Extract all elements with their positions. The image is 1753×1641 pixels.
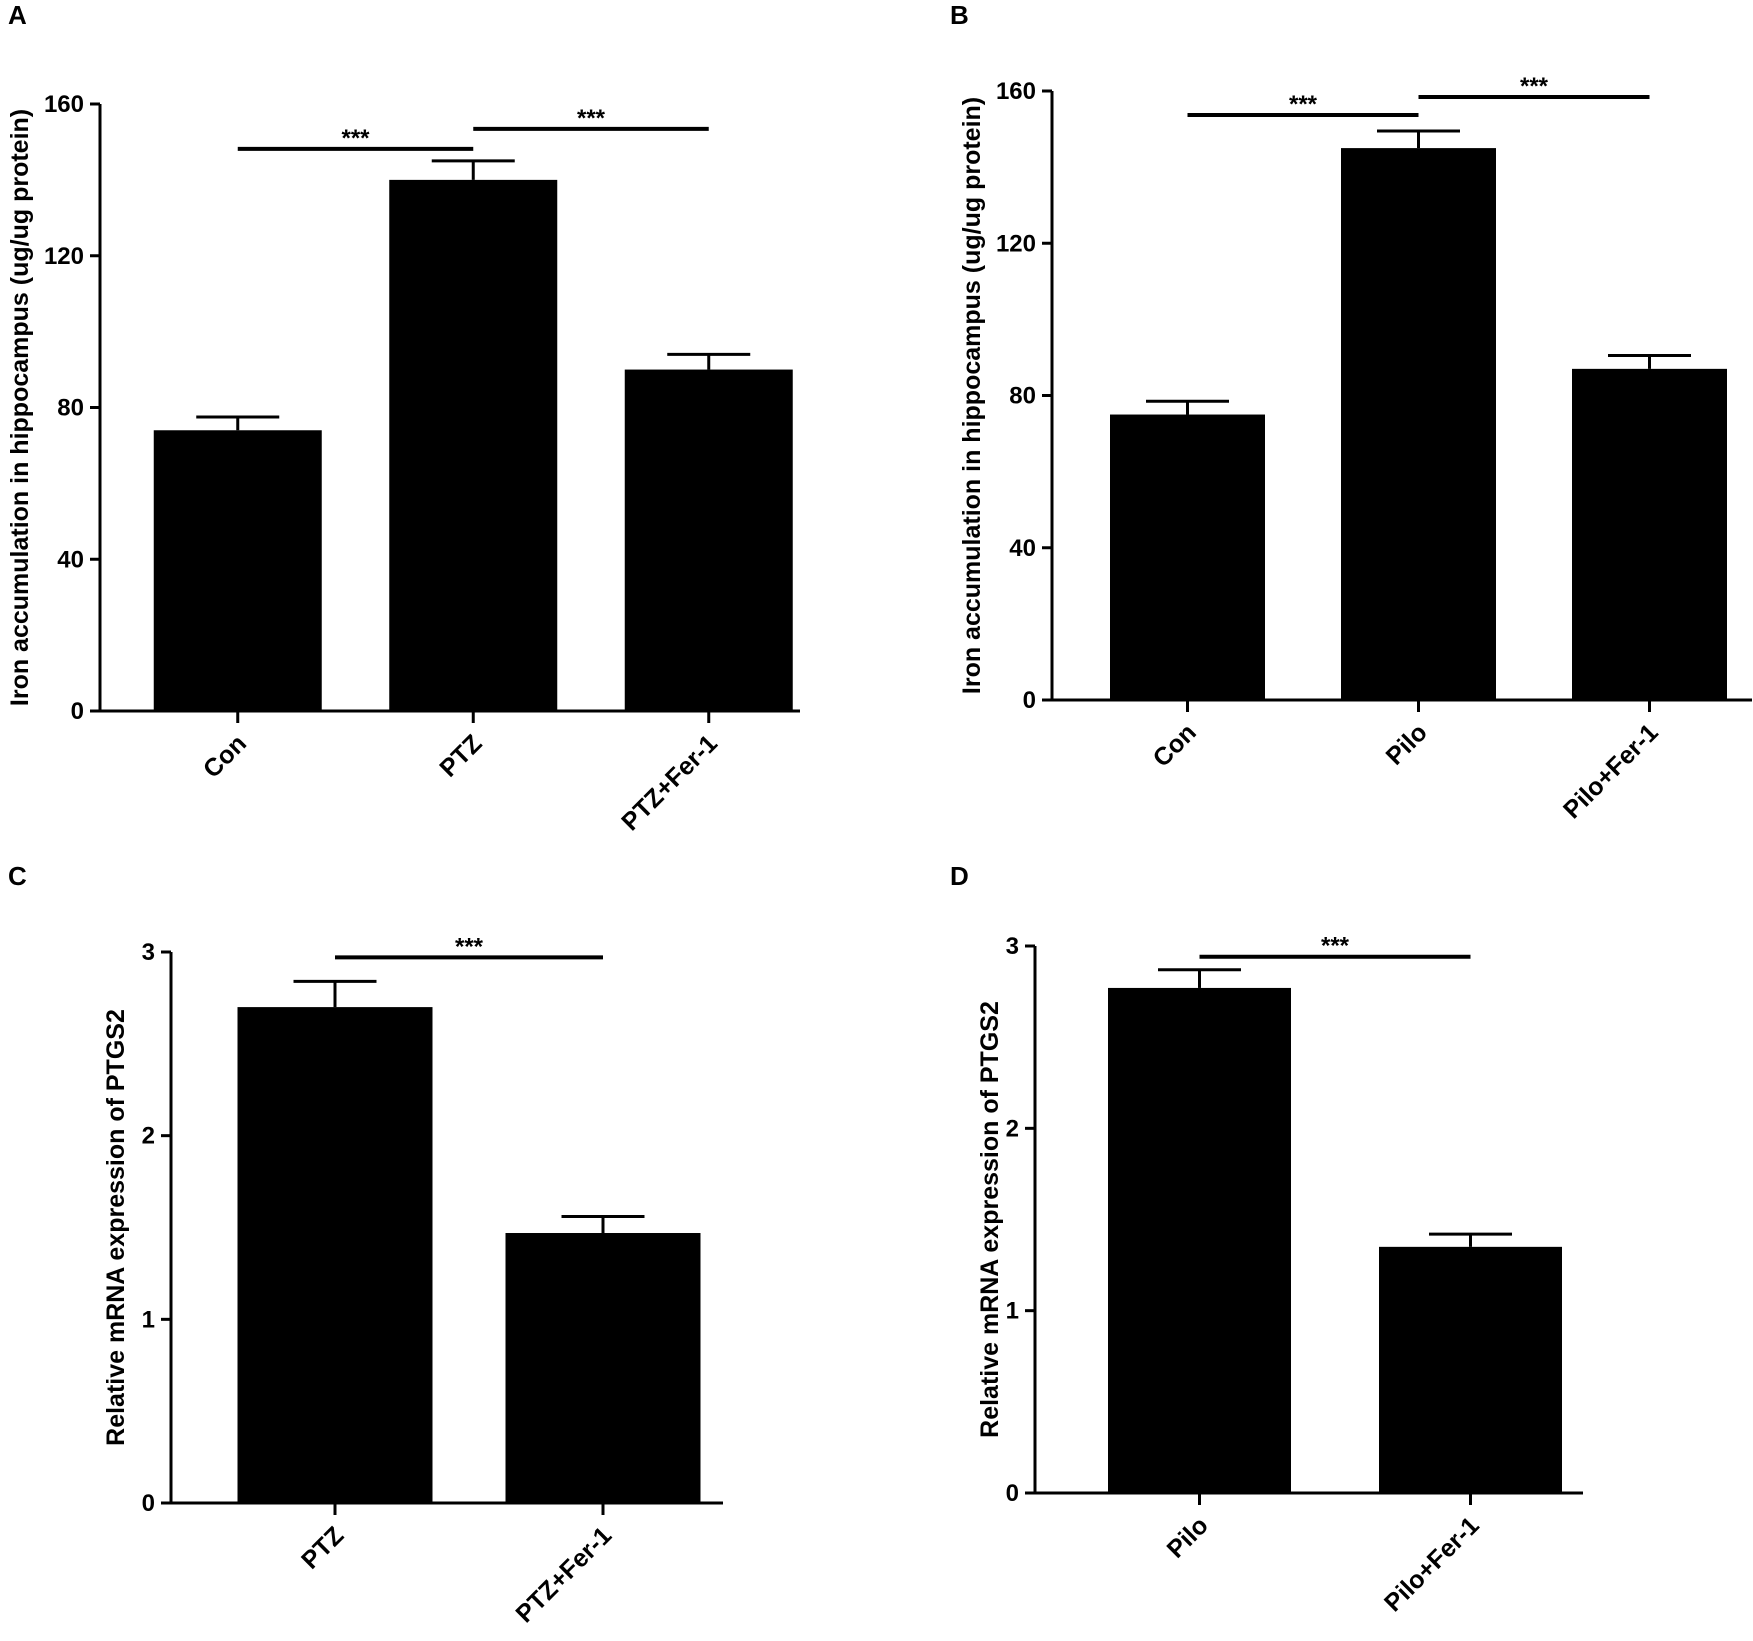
panel-d-category-label: Pilo+Fer-1: [1379, 1511, 1485, 1617]
panel-c-bar: [237, 1007, 433, 1503]
panel-d-y-tick-label: 3: [1006, 933, 1019, 960]
panel-b-y-tick-label: 160: [996, 78, 1036, 105]
panel-d-category-label: Pilo: [1162, 1511, 1214, 1563]
panel-c-y-tick-label: 3: [142, 939, 155, 966]
panel-c-category-label: PTZ+Fer-1: [511, 1521, 618, 1628]
panel-b-significance-label: ***: [1289, 91, 1318, 118]
panel-a-category-label: Con: [198, 729, 252, 783]
panel-a-category-label: PTZ: [434, 729, 487, 782]
panel-c-category-label: PTZ: [296, 1521, 349, 1574]
panel-b-bar: [1341, 148, 1496, 700]
panel-b-category-label: Con: [1148, 718, 1202, 772]
panel-c-y-axis-title: Relative mRNA expression of PTGS2: [102, 1009, 130, 1446]
panel-d-bar: [1379, 1246, 1562, 1493]
panel-b-significance-label: ***: [1520, 73, 1549, 100]
panel-b-category-label: Pilo: [1381, 718, 1433, 770]
panel-d-y-tick-label: 0: [1006, 1480, 1019, 1507]
panel-d-y-tick-label: 1: [1006, 1298, 1019, 1325]
panel-a-bar: [389, 179, 558, 711]
panel-b-bar: [1110, 414, 1265, 700]
panel-a-y-tick-label: 160: [44, 91, 84, 118]
panel-b-y-axis-title: Iron accumulation in hippocampus (ug/ug …: [958, 97, 986, 694]
panel-c-significance-label: ***: [455, 933, 484, 960]
panel-c-y-tick-label: 1: [142, 1306, 155, 1333]
panel-b-bar: [1572, 368, 1727, 700]
panel-c-y-tick-label: 2: [142, 1123, 155, 1150]
panel-a-significance-label: ***: [341, 125, 370, 152]
panel-a-bar: [624, 369, 793, 711]
panel-b-letter: B: [950, 0, 969, 30]
panel-d-significance-label: ***: [1321, 933, 1350, 960]
panel-b-y-tick-label: 0: [1023, 687, 1036, 714]
panel-b-y-tick-label: 80: [1009, 383, 1036, 410]
panel-a-y-tick-label: 40: [57, 546, 84, 573]
panel-a-y-tick-label: 80: [57, 395, 84, 422]
panel-b-y-tick-label: 120: [996, 230, 1036, 257]
panel-a-category-label: PTZ+Fer-1: [616, 729, 723, 836]
panel-a-letter: A: [8, 0, 27, 30]
panel-d-letter: D: [950, 861, 969, 891]
panel-a-bar: [153, 430, 322, 711]
panel-c-letter: C: [8, 861, 27, 891]
panel-a-significance-label: ***: [577, 105, 606, 132]
panel-a-y-axis-title: Iron accumulation in hippocampus (ug/ug …: [6, 109, 34, 706]
panel-b-y-tick-label: 40: [1009, 535, 1036, 562]
panel-a-y-tick-label: 120: [44, 243, 84, 270]
panel-d-y-axis-title: Relative mRNA expression of PTGS2: [976, 1001, 1004, 1438]
panel-c-y-tick-label: 0: [142, 1490, 155, 1517]
panel-d-y-tick-label: 2: [1006, 1115, 1019, 1142]
panel-b-category-label: Pilo+Fer-1: [1558, 718, 1664, 824]
panel-d-bar: [1108, 987, 1291, 1493]
panel-c-bar: [505, 1233, 701, 1503]
panel-a-y-tick-label: 0: [71, 698, 84, 725]
